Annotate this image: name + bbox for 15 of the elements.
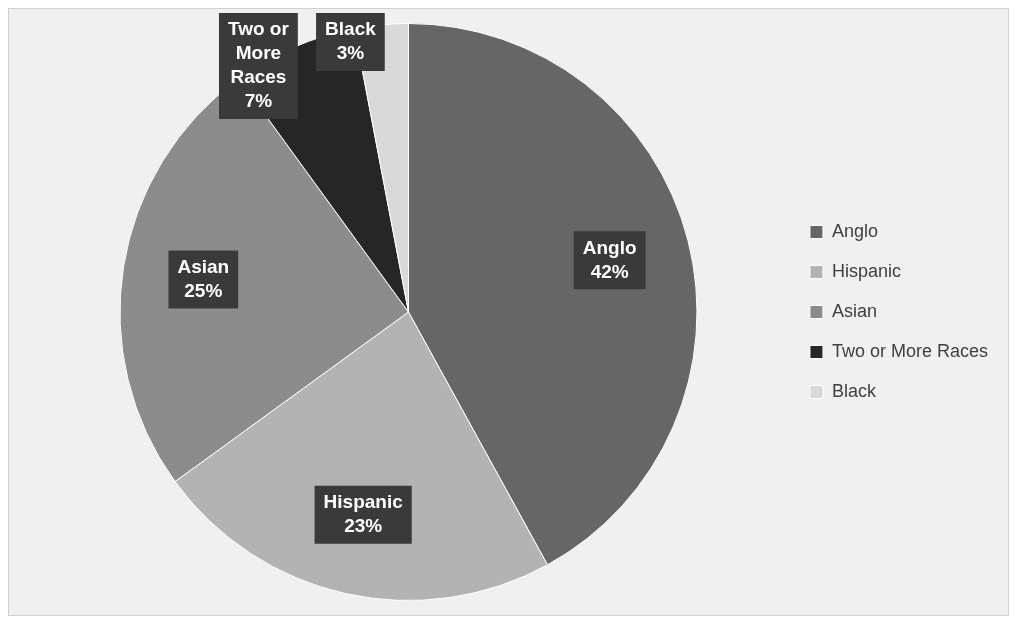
slice-label: Two or More Races	[227, 18, 290, 88]
data-label: 7%	[244, 90, 273, 112]
legend-label: Asian	[831, 300, 877, 321]
data-label: 25%	[184, 279, 223, 301]
data-label: 42%	[590, 260, 629, 282]
slice-label: Hispanic	[323, 490, 404, 512]
legend-label: Two or More Races	[831, 340, 989, 361]
slice-label: Black	[325, 18, 377, 40]
slice-label: Asian	[177, 255, 230, 277]
data-label: 23%	[344, 514, 383, 536]
legend-label: Hispanic	[831, 260, 901, 281]
legend-label: Black	[831, 380, 877, 401]
legend-label: Anglo	[831, 220, 878, 241]
slice-label: Anglo	[582, 236, 637, 258]
data-label: 3%	[336, 42, 365, 64]
